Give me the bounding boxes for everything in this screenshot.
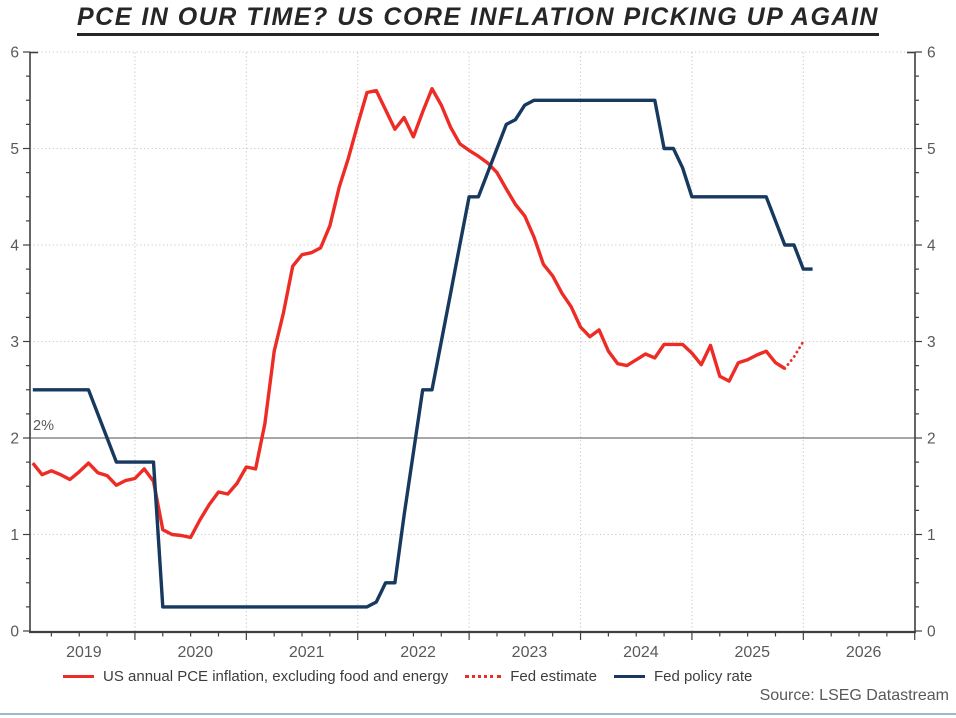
legend-label-fed-estimate: Fed estimate	[510, 668, 597, 685]
legend-label-fed-policy-rate: Fed policy rate	[653, 668, 753, 685]
source-attribution: Source: LSEG Datastream	[759, 687, 949, 704]
svg-text:2025: 2025	[734, 644, 770, 661]
legend-item-pce: US annual PCE inflation, excluding food …	[63, 668, 448, 685]
svg-text:2: 2	[10, 431, 19, 448]
svg-text:2022: 2022	[400, 644, 436, 661]
target-2pct-label: 2%	[33, 418, 54, 434]
legend-label-pce: US annual PCE inflation, excluding food …	[103, 668, 449, 685]
page-title: PCE IN OUR TIME? US CORE INFLATION PICKI…	[0, 3, 956, 36]
legend-item-fed-policy-rate: Fed policy rate	[613, 668, 753, 685]
svg-text:5: 5	[927, 141, 936, 158]
bottom-divider	[0, 712, 956, 715]
svg-text:2024: 2024	[623, 644, 659, 661]
svg-text:3: 3	[10, 334, 19, 351]
svg-text:0: 0	[10, 624, 19, 641]
chart-legend: US annual PCE inflation, excluding food …	[63, 668, 752, 685]
legend-item-fed-estimate: Fed estimate	[465, 668, 597, 685]
fed-estimate-dotted-swatch-icon	[465, 675, 502, 678]
svg-text:3: 3	[927, 334, 936, 351]
svg-text:6: 6	[10, 45, 19, 62]
page-title-text: PCE IN OUR TIME? US CORE INFLATION PICKI…	[77, 3, 879, 36]
svg-text:2019: 2019	[66, 644, 102, 661]
svg-text:4: 4	[927, 238, 936, 255]
svg-text:0: 0	[927, 624, 936, 641]
svg-text:2021: 2021	[289, 644, 325, 661]
svg-text:5: 5	[10, 141, 19, 158]
svg-text:2020: 2020	[177, 644, 213, 661]
fed-policy-rate-swatch-icon	[613, 675, 645, 678]
pce-line-swatch-icon	[63, 675, 94, 678]
svg-text:2026: 2026	[846, 644, 882, 661]
svg-text:6: 6	[927, 45, 936, 62]
svg-text:2023: 2023	[512, 644, 548, 661]
svg-text:1: 1	[927, 527, 936, 544]
svg-text:1: 1	[10, 527, 19, 544]
svg-text:2: 2	[927, 431, 936, 448]
svg-text:4: 4	[10, 238, 19, 255]
